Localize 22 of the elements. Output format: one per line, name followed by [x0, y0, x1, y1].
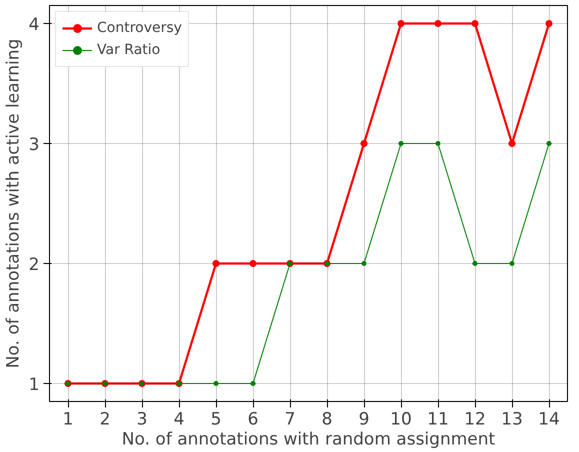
x-tick-label: 13 — [501, 410, 523, 430]
x-tick-label: 7 — [284, 410, 296, 430]
x-axis-title: No. of annotations with random assignment — [122, 430, 496, 450]
x-tick-label: 14 — [538, 410, 560, 430]
x-tick-label: 1 — [62, 410, 74, 430]
y-tick-label: 3 — [28, 135, 40, 155]
legend-label: Var Ratio — [97, 42, 160, 58]
x-tick-label: 12 — [464, 410, 486, 430]
y-axis-title: No. of annotations with active learning — [4, 38, 24, 368]
x-tick-label: 10 — [390, 410, 412, 430]
y-tick-label: 1 — [28, 375, 40, 395]
x-tick-label: 9 — [358, 410, 370, 430]
x-tick-label: 4 — [174, 410, 184, 430]
x-tick-label: 2 — [100, 410, 110, 430]
x-tick-label: 11 — [427, 410, 449, 430]
x-tick-label: 8 — [322, 410, 332, 430]
x-tick-label: 6 — [248, 410, 258, 430]
x-tick-label: 5 — [210, 410, 222, 430]
legend-label: Controversy — [97, 20, 182, 36]
y-tick-label: 4 — [28, 15, 40, 35]
x-tick-label: 3 — [136, 410, 148, 430]
y-tick-label: 2 — [28, 255, 40, 275]
